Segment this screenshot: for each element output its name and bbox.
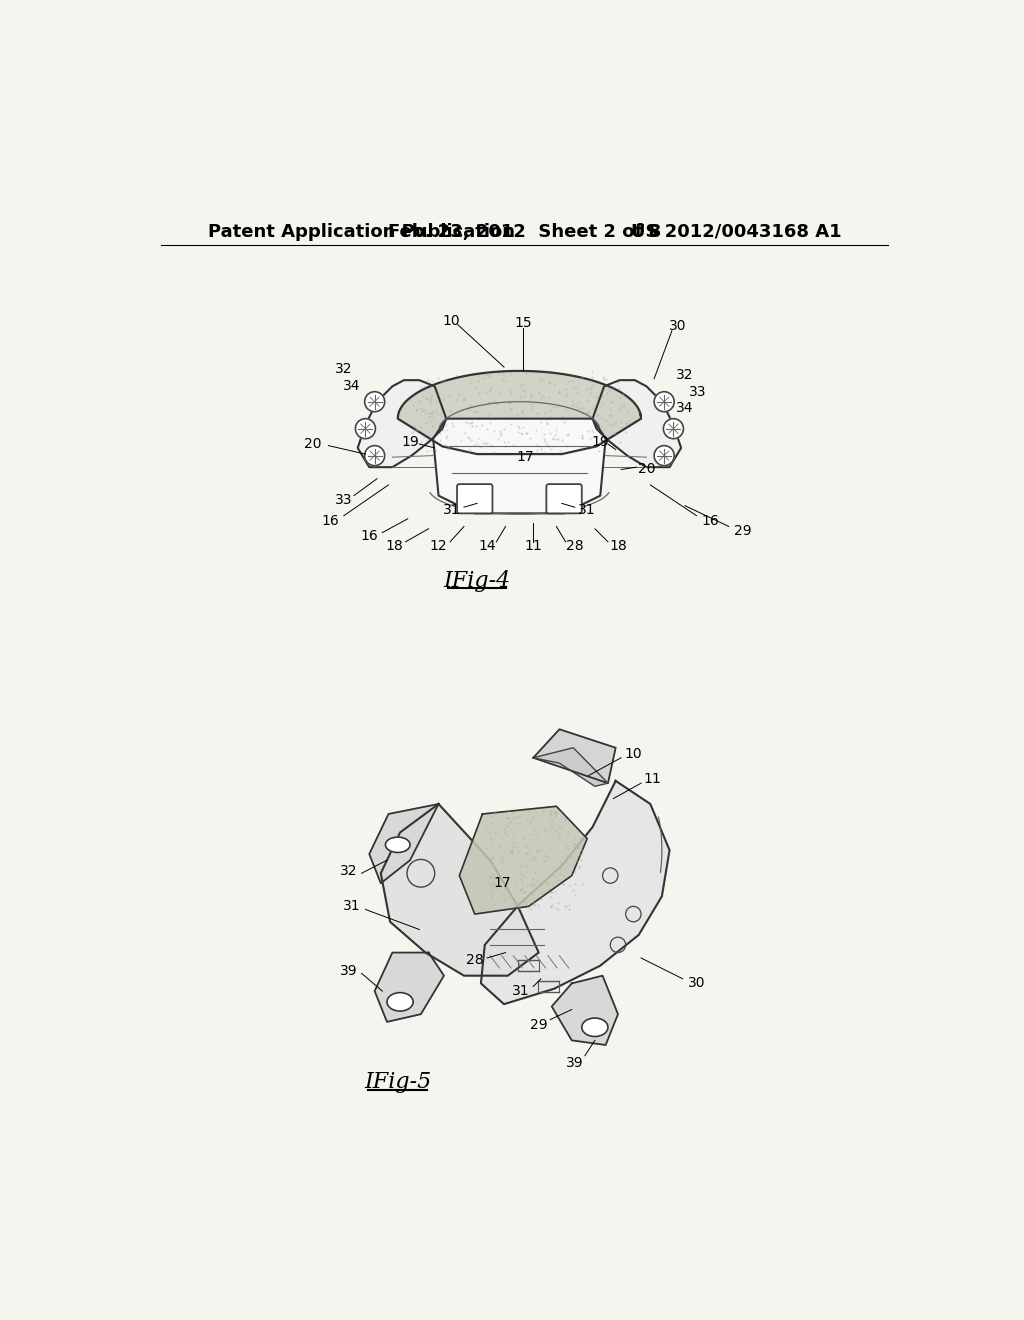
Polygon shape	[481, 781, 670, 1005]
Text: 28: 28	[466, 953, 483, 968]
Polygon shape	[593, 380, 681, 467]
Text: Patent Application Publication: Patent Application Publication	[208, 223, 514, 240]
Text: 17: 17	[517, 450, 535, 465]
Text: 14: 14	[478, 540, 496, 553]
Text: 34: 34	[676, 401, 693, 414]
Ellipse shape	[582, 1018, 608, 1036]
FancyBboxPatch shape	[547, 484, 582, 513]
Text: 16: 16	[322, 513, 340, 528]
Polygon shape	[433, 418, 605, 513]
Polygon shape	[534, 747, 608, 787]
Text: US 2012/0043168 A1: US 2012/0043168 A1	[632, 223, 842, 240]
Text: 39: 39	[566, 1056, 584, 1071]
Circle shape	[365, 392, 385, 412]
Polygon shape	[460, 807, 587, 913]
Text: 33: 33	[689, 384, 707, 399]
Circle shape	[654, 392, 674, 412]
Ellipse shape	[387, 993, 413, 1011]
Text: 29: 29	[734, 524, 752, 539]
Text: 32: 32	[676, 368, 693, 381]
Text: 39: 39	[340, 964, 357, 978]
Polygon shape	[552, 975, 617, 1045]
Text: 20: 20	[638, 462, 655, 477]
Text: 34: 34	[343, 379, 360, 393]
Circle shape	[355, 418, 376, 438]
Text: 31: 31	[442, 503, 461, 516]
Text: Feb. 23, 2012  Sheet 2 of 8: Feb. 23, 2012 Sheet 2 of 8	[388, 223, 662, 240]
Text: 29: 29	[529, 1018, 548, 1032]
Circle shape	[365, 446, 385, 466]
Ellipse shape	[385, 837, 410, 853]
Text: 18: 18	[609, 540, 627, 553]
Polygon shape	[375, 953, 444, 1022]
Text: 18: 18	[386, 540, 403, 553]
Text: 11: 11	[524, 540, 542, 553]
Text: 10: 10	[625, 747, 642, 760]
Text: 30: 30	[688, 977, 706, 990]
Text: 19: 19	[401, 434, 419, 449]
Circle shape	[654, 446, 674, 466]
Polygon shape	[357, 380, 446, 467]
Text: IFig-5: IFig-5	[365, 1071, 431, 1093]
Text: 30: 30	[669, 319, 686, 333]
Text: 17: 17	[494, 876, 511, 890]
Polygon shape	[370, 804, 438, 883]
Text: 32: 32	[340, 865, 357, 878]
Circle shape	[664, 418, 683, 438]
Text: 31: 31	[579, 503, 596, 516]
FancyBboxPatch shape	[457, 484, 493, 513]
Text: 20: 20	[304, 437, 322, 451]
Text: 11: 11	[643, 772, 660, 785]
Text: 32: 32	[335, 363, 352, 376]
Polygon shape	[381, 804, 539, 975]
Text: IFig-4: IFig-4	[443, 570, 511, 591]
Text: 31: 31	[343, 899, 360, 913]
Text: 10: 10	[442, 314, 461, 327]
Text: 15: 15	[514, 317, 532, 330]
Text: 31: 31	[512, 985, 529, 998]
Text: 33: 33	[335, 494, 352, 507]
Text: 28: 28	[566, 540, 584, 553]
Polygon shape	[397, 371, 641, 454]
Text: 16: 16	[360, 529, 378, 544]
Text: 19: 19	[592, 434, 609, 449]
Polygon shape	[534, 729, 615, 783]
Text: 16: 16	[701, 513, 719, 528]
Text: 12: 12	[430, 540, 447, 553]
